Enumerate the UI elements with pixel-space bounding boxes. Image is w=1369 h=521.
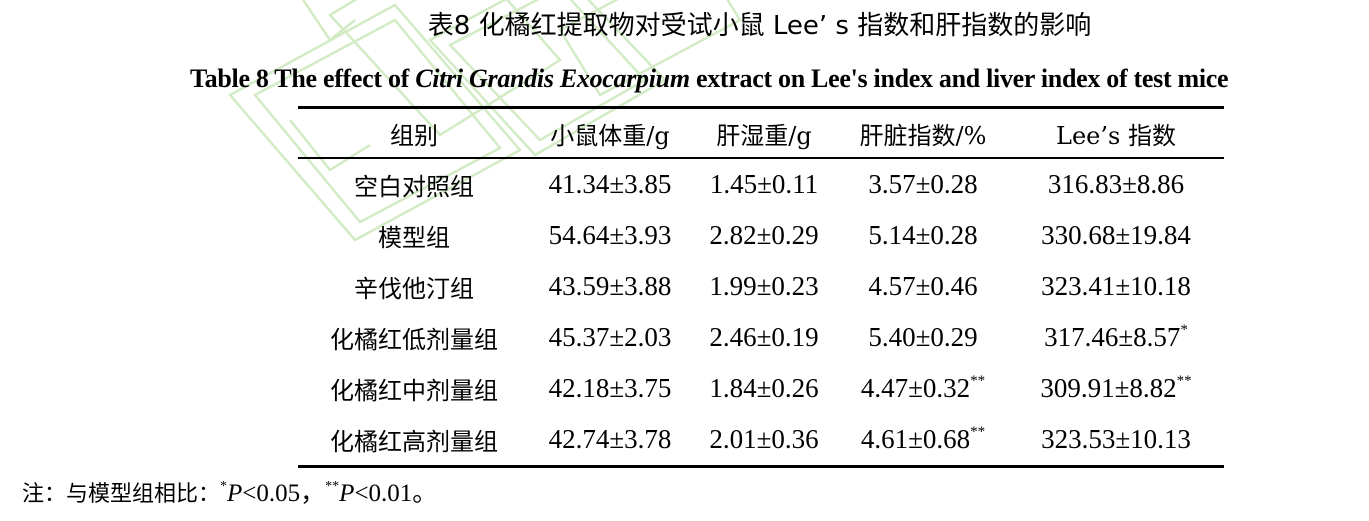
cell-group: 空白对照组 bbox=[354, 173, 474, 201]
results-table: 组别 小鼠体重/g 肝湿重/g 肝脏指数/% Lee’s 指数 空白对照组 41… bbox=[298, 109, 1224, 465]
cell-lee-index: 317.46±8.57* bbox=[1044, 322, 1188, 352]
table-title-english: Table 8 The effect of Citri Grandis Exoc… bbox=[190, 62, 1229, 96]
header-body-weight: 小鼠体重/g bbox=[550, 121, 670, 150]
footnote-p-letter: P bbox=[339, 480, 355, 507]
title-en-species: Citri Grandis Exocarpium bbox=[415, 64, 690, 93]
title-en-prefix: Table 8 The effect of bbox=[190, 64, 416, 93]
header-lee-index: Lee’s 指数 bbox=[1056, 121, 1176, 150]
cell-liver-wet-weight: 2.01±0.36 bbox=[709, 424, 819, 454]
cell-liver-index: 5.14±0.28 bbox=[868, 220, 978, 250]
cell-lee-index: 316.83±8.86 bbox=[1047, 169, 1185, 199]
cell-liver-index: 4.47±0.32** bbox=[860, 373, 986, 403]
cell-liver-wet-weight: 2.82±0.29 bbox=[709, 220, 819, 250]
header-liver-wet-weight: 肝湿重/g bbox=[716, 121, 812, 150]
footnote-mark-single: * bbox=[220, 479, 228, 494]
table-header-rule bbox=[298, 157, 1224, 159]
title-en-suffix: extract on Lee's index and liver index o… bbox=[689, 64, 1229, 93]
cell-lee-index: 309.91±8.82** bbox=[1040, 373, 1192, 403]
header-liver-index: 肝脏指数/% bbox=[859, 121, 987, 150]
cell-liver-index: 3.57±0.28 bbox=[868, 169, 978, 199]
table-row: 模型组 54.64±3.93 2.82±0.29 5.14±0.28 330.6… bbox=[298, 210, 1224, 261]
cell-liver-index: 4.57±0.46 bbox=[868, 271, 978, 301]
cell-lee-index: 323.41±10.18 bbox=[1041, 271, 1191, 301]
table-row: 化橘红高剂量组 42.74±3.78 2.01±0.36 4.61±0.68**… bbox=[298, 414, 1224, 465]
footnote-mark-double: ** bbox=[325, 479, 340, 494]
header-group: 组别 bbox=[390, 121, 438, 150]
cell-liver-wet-weight: 1.45±0.11 bbox=[709, 169, 819, 199]
footnote-p-letter: P bbox=[227, 480, 243, 507]
footnote-prefix: 注：与模型组相比： bbox=[22, 482, 221, 507]
cell-liver-wet-weight: 1.84±0.26 bbox=[709, 373, 819, 403]
cell-body-weight: 54.64±3.93 bbox=[548, 220, 672, 250]
cell-liver-index: 5.40±0.29 bbox=[868, 322, 978, 352]
table-bottom-rule bbox=[298, 465, 1224, 468]
cell-group: 化橘红低剂量组 bbox=[330, 326, 498, 354]
table-footnote: 注：与模型组相比：*P<0.05，**P<0.01。 bbox=[22, 476, 437, 513]
table-title-chinese-text: 表8 化橘红提取物对受试小鼠 Lee’ s 指数和肝指数的影响 bbox=[427, 11, 1092, 41]
footnote-p001: <0.01。 bbox=[354, 480, 438, 507]
table-row: 辛伐他汀组 43.59±3.88 1.99±0.23 4.57±0.46 323… bbox=[298, 261, 1224, 312]
cell-liver-index: 4.61±0.68** bbox=[860, 424, 986, 454]
cell-body-weight: 45.37±2.03 bbox=[548, 322, 672, 352]
table-row: 化橘红中剂量组 42.18±3.75 1.84±0.26 4.47±0.32**… bbox=[298, 363, 1224, 414]
cell-body-weight: 42.74±3.78 bbox=[548, 424, 672, 454]
cell-group: 模型组 bbox=[378, 224, 450, 252]
table-top-rule bbox=[298, 106, 1224, 109]
table-title-chinese: 表8 化橘红提取物对受试小鼠 Lee’ s 指数和肝指数的影响 bbox=[0, 8, 1369, 44]
cell-body-weight: 43.59±3.88 bbox=[548, 271, 672, 301]
footnote-p005: <0.05， bbox=[242, 480, 326, 507]
cell-group: 辛伐他汀组 bbox=[354, 275, 474, 303]
table-header-row: 组别 小鼠体重/g 肝湿重/g 肝脏指数/% Lee’s 指数 bbox=[298, 109, 1224, 157]
table-row: 化橘红低剂量组 45.37±2.03 2.46±0.19 5.40±0.29 3… bbox=[298, 312, 1224, 363]
cell-body-weight: 42.18±3.75 bbox=[548, 373, 672, 403]
cell-liver-wet-weight: 2.46±0.19 bbox=[709, 322, 819, 352]
cell-lee-index: 330.68±19.84 bbox=[1041, 220, 1191, 250]
cell-group: 化橘红中剂量组 bbox=[330, 377, 498, 405]
cell-liver-wet-weight: 1.99±0.23 bbox=[709, 271, 819, 301]
cell-lee-index: 323.53±10.13 bbox=[1041, 424, 1191, 454]
table-row: 空白对照组 41.34±3.85 1.45±0.11 3.57±0.28 316… bbox=[298, 159, 1224, 210]
cell-group: 化橘红高剂量组 bbox=[330, 428, 498, 456]
cell-body-weight: 41.34±3.85 bbox=[548, 169, 672, 199]
